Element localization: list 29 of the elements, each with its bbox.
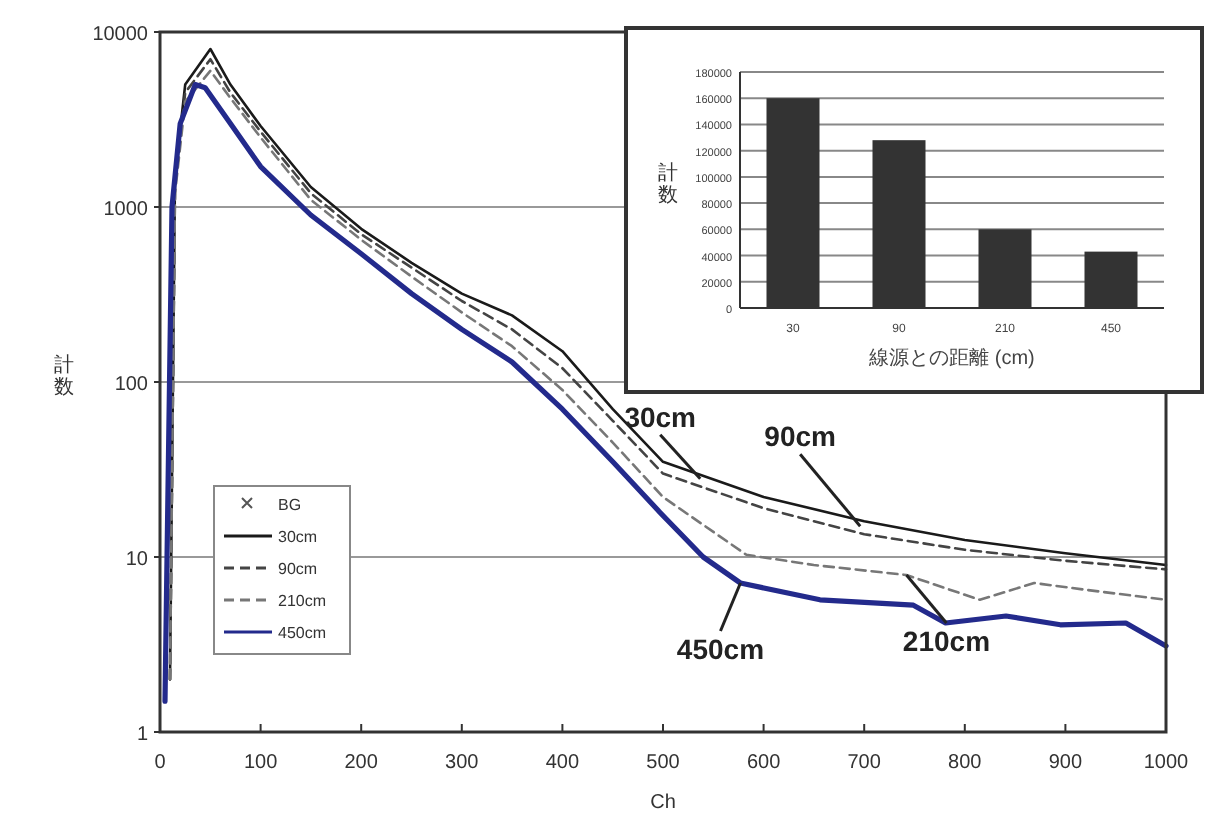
x-tick-label: 200 [344,752,379,774]
x-tick-label: 500 [646,752,681,774]
legend-label: 210cm [278,592,327,610]
x-tick-label: 1000 [1143,752,1190,774]
y-axis-title: 計数 [658,161,678,207]
y-tick-label: 1 [136,724,149,746]
y-tick-label: 100 [114,374,149,396]
y-tick-label: 1000 [103,199,149,221]
y-tick-label: 10 [125,549,149,571]
legend-label: 90cm [278,560,318,578]
x-tick-label: 300 [445,752,480,774]
x-tick-label: 700 [847,752,882,774]
x-tick-label: 800 [948,752,983,774]
x-tick-label: 600 [746,752,782,774]
x-axis-title: 線源との距離 (cm) [867,346,1035,370]
x-tick-label: 100 [243,752,279,774]
x-axis-title: Ch [650,792,676,814]
y-axis-title: 計数 [54,353,74,399]
x-tick-label: 0 [154,752,167,774]
x-tick-label: 900 [1048,752,1083,774]
annotation: 450cm [676,633,765,666]
legend-label: BG [278,496,302,514]
annotation: 90cm [764,420,836,453]
y-tick-label: 10000 [92,24,149,46]
annotation: 210cm [902,624,991,657]
annotation: 30cm [624,400,697,433]
legend-label: 450cm [278,624,327,642]
legend-label: 30cm [278,528,318,546]
x-tick-label: 400 [545,752,580,774]
